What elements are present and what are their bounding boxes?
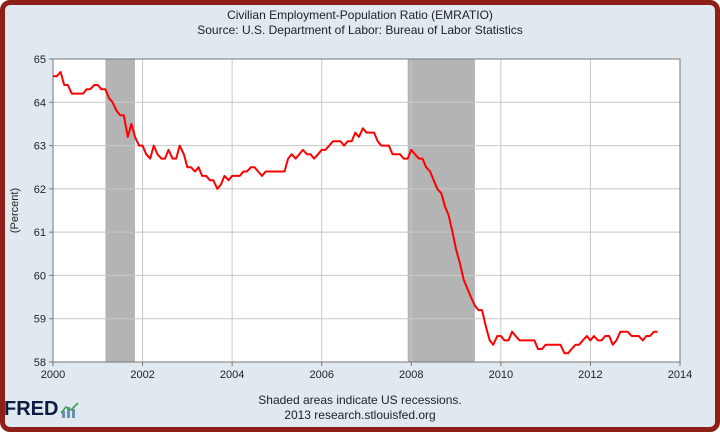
x-tick-label: 2002 [130,369,154,381]
y-tick-label: 64 [34,97,46,109]
y-tick-label: 58 [34,357,46,369]
plot-border [52,58,681,363]
x-tick-label: 2006 [309,369,333,381]
y-tick-label: 63 [34,141,46,153]
y-tick-label: 60 [34,270,46,282]
y-tick-label: 62 [34,184,46,196]
fred-logo: FRED [4,398,80,421]
y-tick-label: 65 [34,54,46,66]
fred-logo-text: FRED [4,398,59,420]
fred-chart-icon [60,401,80,418]
y-axis-label: (Percent) [9,188,21,233]
plot-area [53,59,680,362]
x-tick-label: 2014 [668,369,692,381]
chart-title: Civilian Employment-Population Ratio (EM… [227,8,493,22]
series-line [53,71,658,355]
source-footnote: 2013 research.stlouisfed.org [284,408,436,422]
y-tick-label: 59 [34,314,46,326]
x-tick-label: 2010 [489,369,513,381]
recession-band [407,59,475,362]
x-tick-label: 2008 [399,369,423,381]
recession-band [105,59,135,362]
x-tick-label: 2004 [220,369,244,381]
x-tick-label: 2000 [41,369,65,381]
y-tick-label: 61 [34,227,46,239]
x-tick-label: 2012 [578,369,602,381]
chart-subtitle: Source: U.S. Department of Labor: Bureau… [197,23,523,37]
recession-footnote: Shaded areas indicate US recessions. [258,393,462,407]
